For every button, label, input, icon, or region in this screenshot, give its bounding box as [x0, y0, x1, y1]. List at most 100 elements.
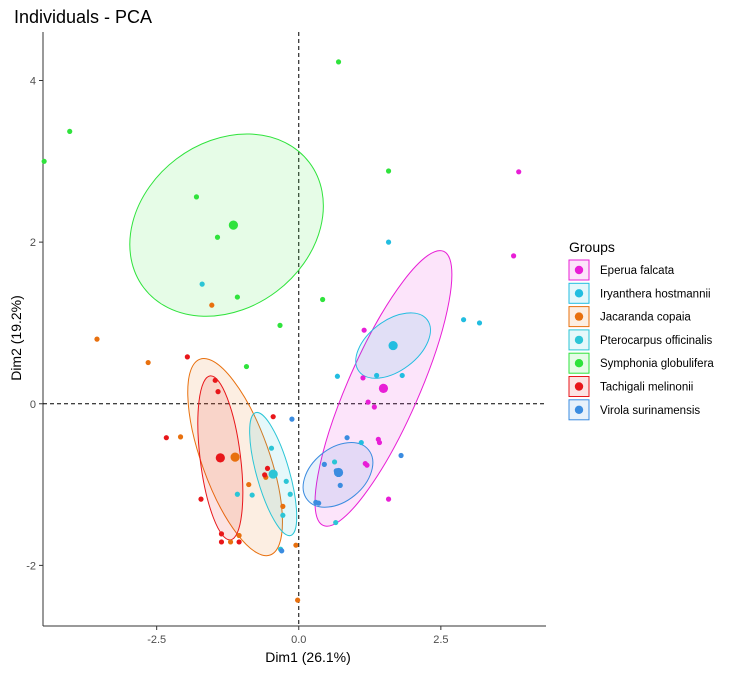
- legend-key: [568, 376, 590, 397]
- data-point: [214, 234, 221, 240]
- group-mean-point: [378, 383, 389, 393]
- y-axis-label: Dim2 (19.2%): [8, 295, 24, 381]
- data-point: [516, 169, 522, 175]
- data-point: [280, 512, 286, 518]
- legend-swatch-point: [574, 265, 584, 275]
- legend-label: Virola surinamensis: [600, 405, 700, 417]
- group-mean-point: [230, 452, 240, 462]
- legend-label: Eperua falcata: [600, 265, 675, 277]
- data-point: [365, 399, 371, 405]
- data-point: [227, 539, 234, 545]
- legend-key: [568, 352, 590, 374]
- data-point: [145, 359, 151, 366]
- data-point: [360, 375, 366, 381]
- data-point: [94, 336, 100, 342]
- legend-swatch-point: [574, 405, 584, 414]
- legend-key: [568, 282, 590, 304]
- group-mean-point: [215, 453, 225, 463]
- data-point: [460, 317, 467, 323]
- data-point: [333, 519, 339, 526]
- data-point: [364, 462, 370, 468]
- data-point: [331, 459, 338, 465]
- data-point: [234, 294, 240, 300]
- data-point: [262, 472, 268, 478]
- data-point: [277, 322, 283, 328]
- data-point: [385, 168, 392, 174]
- x-axis-label: Dim1 (26.1%): [265, 649, 351, 665]
- chart-title: Individuals - PCA: [14, 7, 152, 27]
- data-point: [243, 363, 250, 370]
- data-point: [316, 500, 322, 506]
- data-point: [511, 253, 517, 259]
- data-point: [218, 531, 225, 537]
- data-point: [215, 389, 221, 395]
- group-mean-point: [333, 467, 344, 478]
- legend-swatch-point: [574, 312, 584, 321]
- data-point: [476, 320, 483, 326]
- x-tick-label: 0.0: [291, 634, 306, 646]
- legend-swatch-point: [574, 382, 584, 391]
- data-point: [177, 434, 184, 440]
- data-point: [293, 542, 299, 548]
- x-tick-label: 2.5: [433, 634, 448, 646]
- data-point: [184, 354, 190, 360]
- x-tick-label: -2.5: [147, 634, 166, 646]
- plot-area: -2.5 0.0 2.5 -2 0 2 4: [26, 32, 546, 646]
- data-point: [344, 435, 350, 441]
- data-point: [209, 302, 215, 308]
- data-point: [270, 414, 276, 420]
- data-point: [236, 539, 242, 545]
- data-point: [199, 281, 205, 287]
- legend-title: Groups: [569, 239, 615, 255]
- data-point: [264, 465, 271, 472]
- series-tachigali-melinonii: [163, 354, 276, 545]
- data-point: [41, 158, 47, 164]
- series-jacaranda-copaia: [94, 302, 301, 603]
- data-point: [295, 597, 301, 603]
- data-point: [334, 373, 341, 379]
- legend-label: Jacaranda copaia: [600, 312, 691, 324]
- legend-key: [568, 399, 590, 421]
- data-point: [376, 439, 383, 446]
- data-point: [320, 296, 326, 303]
- y-tick-label: -2: [26, 560, 36, 572]
- data-point: [321, 461, 327, 467]
- data-point: [374, 372, 380, 379]
- data-point: [385, 496, 392, 502]
- series-pterocarpus-officinalis: [199, 281, 339, 552]
- y-tick-label: 0: [30, 399, 36, 411]
- legend-swatch-point: [574, 359, 584, 368]
- series-symphonia-globulifera: [41, 59, 392, 370]
- group-mean-point: [228, 220, 239, 230]
- data-point: [287, 491, 293, 497]
- data-point: [289, 416, 295, 422]
- data-point: [163, 435, 169, 441]
- data-point: [236, 532, 242, 539]
- data-point: [268, 445, 275, 451]
- data-point: [67, 128, 73, 135]
- data-point: [246, 481, 252, 488]
- legend-key: [568, 306, 590, 328]
- data-point: [193, 194, 200, 200]
- legend-label: Iryanthera hostmannii: [600, 288, 711, 300]
- data-point: [249, 492, 255, 498]
- legend-swatch-point: [574, 289, 584, 298]
- y-tick-label: 2: [30, 237, 36, 249]
- legend-swatch-point: [574, 335, 584, 345]
- data-point: [279, 548, 285, 554]
- legend-label: Tachigali melinonii: [600, 382, 693, 394]
- data-point: [399, 372, 405, 379]
- legend-label: Symphonia globulifera: [600, 358, 714, 370]
- legend-label: Pterocarpus officinalis: [600, 335, 713, 347]
- data-point: [361, 327, 367, 333]
- series-eperua-falcata: [360, 169, 522, 502]
- legend: Groups Eperua falcata Iryanthera hostmanni…: [568, 239, 714, 421]
- data-point: [358, 439, 364, 446]
- data-point: [212, 377, 218, 383]
- legend-key: [568, 329, 590, 351]
- data-point: [398, 452, 404, 459]
- data-point: [218, 539, 225, 545]
- series-iryanthera-hostmannii: [334, 239, 483, 446]
